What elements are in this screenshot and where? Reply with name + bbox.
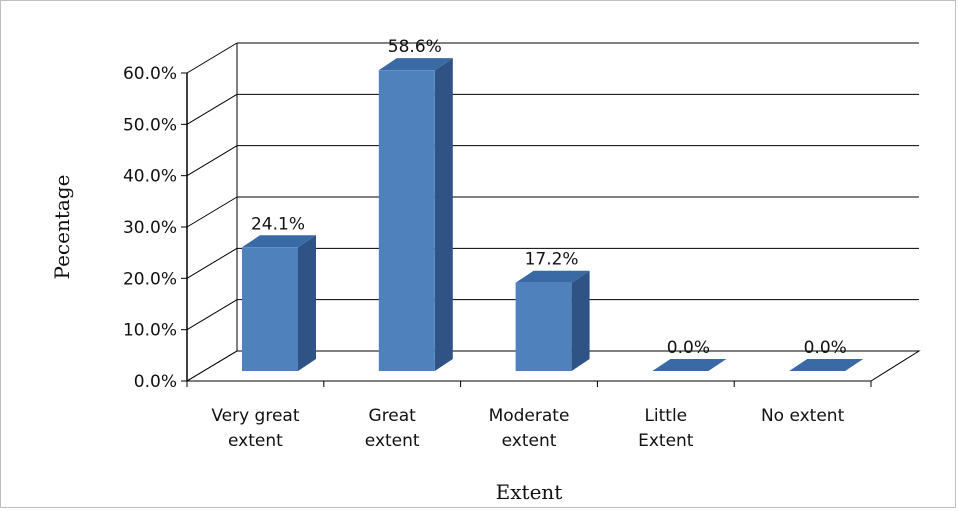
y-tick-label: 10.0%: [123, 321, 177, 341]
bar-front: [378, 70, 435, 371]
x-tick-label: Great extent: [365, 406, 420, 451]
x-tick-label: Moderate extent: [489, 406, 570, 451]
bar-front: [242, 247, 298, 371]
axis-layer: 0.0% 10.0% 20.0% 30.0% 40.0% 50.0% 60.0%: [123, 64, 921, 392]
floor: [185, 350, 921, 382]
y-tick-label: 40.0%: [123, 167, 177, 187]
bar-top: [242, 235, 316, 248]
bar-top: [652, 359, 727, 371]
data-label: 58.6%: [388, 37, 442, 57]
side-wall-line: [186, 145, 238, 177]
side-wall-line: [186, 93, 238, 125]
bar-side: [571, 270, 590, 371]
y-tick-label: 20.0%: [123, 269, 177, 289]
x-tick-label: No extent: [761, 406, 845, 426]
bar-front: [515, 282, 572, 371]
side-wall-line: [186, 42, 238, 74]
bar: [789, 359, 864, 371]
bar: [652, 359, 727, 371]
side-wall-line: [186, 196, 238, 228]
bar-layer: [242, 58, 864, 371]
y-axis-title: Pecentage: [50, 175, 74, 280]
y-tick-label: 50.0%: [123, 115, 177, 135]
side-wall-line: [186, 247, 238, 279]
y-tick-label: 60.0%: [123, 64, 177, 84]
y-tick-label: 30.0%: [123, 218, 177, 238]
bar-top: [515, 270, 590, 283]
data-label: 0.0%: [667, 338, 710, 358]
bar: [515, 270, 590, 371]
bar: [378, 58, 453, 371]
bar-side: [298, 235, 316, 371]
data-label: 24.1%: [251, 214, 305, 234]
bar-side: [434, 58, 453, 371]
bar: [242, 235, 316, 371]
data-label: 17.2%: [525, 250, 579, 270]
y-tick-label: 0.0%: [134, 372, 177, 392]
grid-layer: [186, 42, 919, 382]
x-tick-label: Very great extent: [211, 406, 300, 451]
x-tick-label: Little Extent: [638, 406, 694, 451]
bar-top: [789, 359, 864, 371]
label-layer: 24.1% Very great extent 58.6% Great extent 17.…: [211, 37, 846, 451]
bar-top: [378, 58, 453, 71]
x-axis-title: Extent: [496, 480, 563, 504]
side-wall-line: [186, 299, 238, 331]
data-label: 0.0%: [804, 338, 847, 358]
